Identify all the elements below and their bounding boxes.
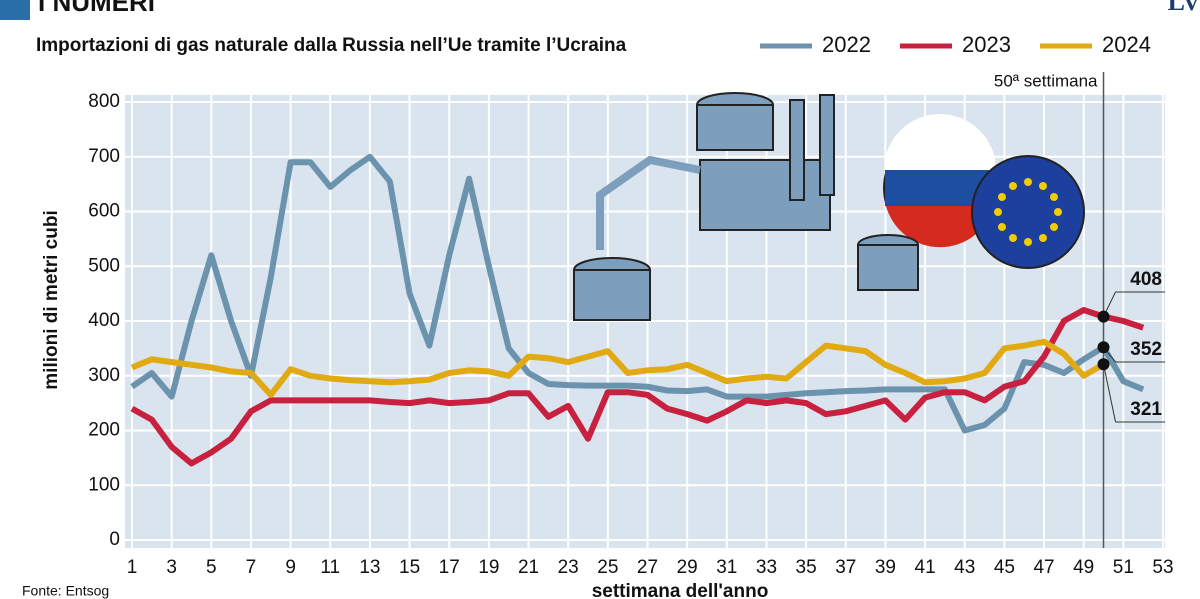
x-tick-label: 7 [246,557,257,578]
x-tick-label: 27 [637,557,658,578]
data-label: 321 [1130,399,1162,420]
y-tick-label: 400 [88,310,120,331]
x-tick-label: 11 [320,557,340,578]
data-point [1097,358,1110,371]
plant [573,92,919,321]
x-tick-label: 9 [285,557,296,578]
x-tick-label: 39 [875,557,896,578]
x-tick-label: 45 [994,557,1015,578]
annotation-text: 50ª settimana [994,71,1098,90]
header-badge [0,0,30,20]
y-tick-label: 100 [88,474,120,495]
x-tick-label: 15 [399,557,420,578]
data-label: 408 [1130,269,1162,290]
flag-red [886,206,994,248]
y-tick-label: 300 [88,365,120,386]
source: Fonte: Entsog [22,583,109,599]
data-point [1097,310,1110,323]
eu-stars [994,178,1062,246]
x-axis-title: settimana dell'anno [592,581,769,599]
eu-flag [971,155,1085,269]
x-tick-label: 31 [716,557,737,578]
y-axis-title: milioni di metri cubi [41,210,62,389]
x-tick-label: 29 [677,557,698,578]
label-leader [1103,364,1117,423]
flag-white [884,114,996,170]
x-tick-label: 23 [558,557,579,578]
x-tick-label: 35 [796,557,817,578]
y-tick-label: 200 [88,420,120,441]
x-tick-label: 17 [439,557,460,578]
x-tick-label: 47 [1033,557,1054,578]
x-tick-label: 1 [127,557,138,578]
x-tick-label: 49 [1073,557,1094,578]
chart-title: Importazioni di gas naturale dalla Russi… [36,35,627,56]
x-tick-label: 53 [1152,557,1173,578]
x-tick-label: 5 [206,557,217,578]
x-tick-label: 19 [478,557,499,578]
series-line [130,338,1106,398]
x-tick-label: 13 [359,557,380,578]
x-tick-label: 43 [954,557,975,578]
illustration [573,92,1085,321]
legend-label: 2023 [962,32,1011,57]
x-tick-label: 33 [756,557,777,578]
x-tick-label: 41 [915,557,936,578]
legend-label: 2022 [822,32,871,57]
x-tick-label: 37 [835,557,856,578]
y-tick-label: 800 [88,91,120,112]
legend-label: 2024 [1102,32,1151,57]
x-tick-label: 25 [597,557,618,578]
y-tick-label: 500 [88,255,120,276]
y-tick-label: 700 [88,146,120,167]
logo: Lv [1168,0,1198,16]
y-tick-label: 0 [109,529,120,550]
x-tick-label: 51 [1113,557,1134,578]
data-point [1097,341,1110,354]
x-tick-label: 3 [166,557,177,578]
x-tick-label: 21 [518,557,539,578]
section-title: I NUMERI [38,0,155,17]
y-tick-label: 600 [88,201,120,222]
series-line [130,307,1145,467]
series-line [130,153,1145,434]
data-label: 352 [1130,339,1162,360]
